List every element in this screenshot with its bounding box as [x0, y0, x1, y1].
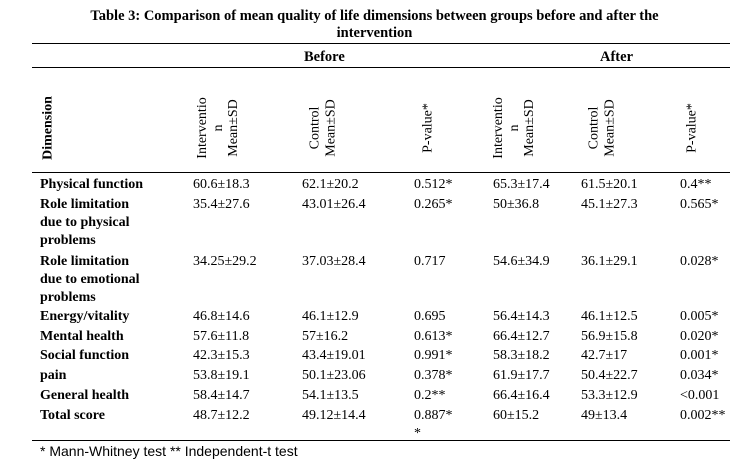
row-dimension: Social function: [40, 348, 130, 363]
group-header-before: Before: [304, 49, 345, 65]
before-control-value: 49.12±14.4: [302, 408, 366, 423]
before-intervention-value: 46.8±14.6: [193, 309, 250, 324]
header-rule: [32, 172, 730, 173]
row-dimension: Mental health: [40, 329, 124, 344]
before-intervention-value: 53.8±19.1: [193, 368, 250, 383]
before-control-value: 50.1±23.06: [302, 368, 366, 383]
bottom-rule: [32, 440, 730, 441]
after-control-value: 49±13.4: [581, 408, 628, 423]
before-intervention-value: 42.3±15.3: [193, 348, 250, 363]
before-control-value: 54.1±13.5: [302, 388, 359, 403]
before-intervention-value: 48.7±12.2: [193, 408, 250, 423]
before-pvalue: 0.991*: [414, 348, 453, 363]
after-intervention-value: 66.4±12.7: [493, 329, 550, 344]
after-control-value: 61.5±20.1: [581, 177, 638, 192]
after-pvalue: 0.020*: [680, 329, 719, 344]
before-pvalue: 0.613*: [414, 329, 453, 344]
before-control-value: 43.4±19.01: [302, 348, 366, 363]
after-control-value: 36.1±29.1: [581, 254, 638, 269]
before-pvalue: 0.695: [414, 309, 446, 324]
before-pvalue: 0.2**: [414, 388, 446, 403]
before-pvalue: 0.887* *: [414, 408, 453, 441]
before-intervention-value: 58.4±14.7: [193, 388, 250, 403]
row-dimension: General health: [40, 388, 130, 403]
after-control-value: 56.9±15.8: [581, 329, 638, 344]
row-dimension: Energy/vitality: [40, 309, 130, 324]
row-dimension: Role limitation due to physical problems: [40, 197, 130, 248]
before-pvalue: 0.378*: [414, 368, 453, 383]
after-intervention-value: 56.4±14.3: [493, 309, 550, 324]
table-footnote: * Mann-Whitney test ** Independent-t tes…: [40, 443, 298, 459]
before-control-value: 46.1±12.9: [302, 309, 359, 324]
title-line-2: intervention: [336, 25, 413, 41]
before-intervention-value: 34.25±29.2: [193, 254, 257, 269]
after-intervention-value: 65.3±17.4: [493, 177, 550, 192]
row-dimension: Role limitation due to emotional problem…: [40, 254, 140, 305]
after-intervention-value: 61.9±17.7: [493, 368, 550, 383]
after-pvalue: 0.565*: [680, 197, 719, 212]
after-pvalue: <0.001: [680, 388, 720, 403]
after-intervention-value: 60±15.2: [493, 408, 540, 423]
after-pvalue: 0.002**: [680, 408, 726, 423]
after-pvalue: 0.028*: [680, 254, 719, 269]
row-dimension: pain: [40, 368, 67, 383]
after-intervention-value: 66.4±16.4: [493, 388, 550, 403]
after-pvalue: 0.4**: [680, 177, 712, 192]
before-pvalue: 0.512*: [414, 177, 453, 192]
after-intervention-value: 50±36.8: [493, 197, 540, 212]
before-control-value: 57±16.2: [302, 329, 349, 344]
after-pvalue: 0.005*: [680, 309, 719, 324]
before-intervention-value: 60.6±18.3: [193, 177, 250, 192]
group-rule: [32, 67, 730, 68]
before-control-value: 62.1±20.2: [302, 177, 359, 192]
after-intervention-value: 58.3±18.2: [493, 348, 550, 363]
before-control-value: 37.03±28.4: [302, 254, 366, 269]
row-dimension: Physical function: [40, 177, 144, 192]
top-rule: [32, 43, 730, 44]
before-intervention-value: 57.6±11.8: [193, 329, 250, 344]
after-control-value: 53.3±12.9: [581, 388, 638, 403]
before-pvalue: 0.265*: [414, 197, 453, 212]
before-control-value: 43.01±26.4: [302, 197, 366, 212]
after-pvalue: 0.001*: [680, 348, 719, 363]
after-control-value: 50.4±22.7: [581, 368, 638, 383]
row-dimension: Total score: [40, 408, 105, 423]
group-header-after: After: [600, 49, 634, 65]
after-control-value: 42.7±17: [581, 348, 628, 363]
after-intervention-value: 54.6±34.9: [493, 254, 550, 269]
after-pvalue: 0.034*: [680, 368, 719, 383]
after-control-value: 45.1±27.3: [581, 197, 638, 212]
title-line-1: Table 3: Comparison of mean quality of l…: [90, 8, 659, 24]
after-control-value: 46.1±12.5: [581, 309, 638, 324]
before-intervention-value: 35.4±27.6: [193, 197, 250, 212]
before-pvalue: 0.717: [414, 254, 446, 269]
